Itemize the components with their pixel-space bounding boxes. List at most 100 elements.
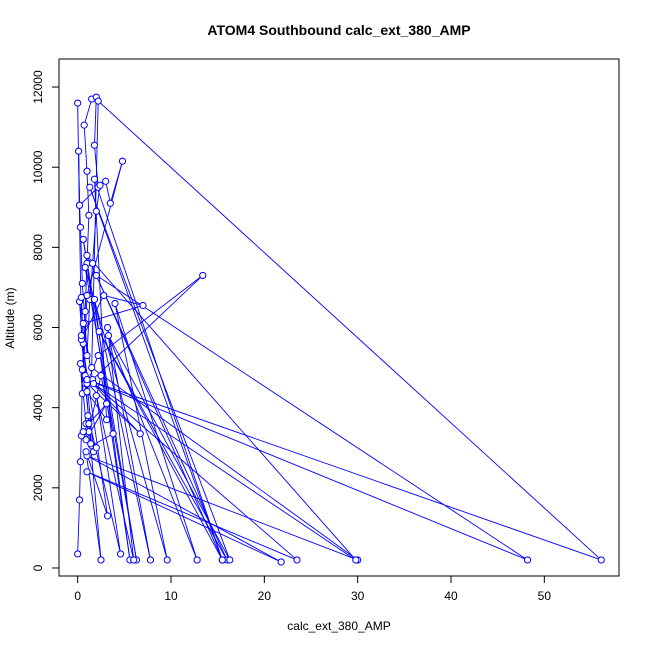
series-segment: [86, 171, 90, 216]
data-point: [75, 201, 84, 209]
series-segment: [93, 383, 298, 561]
data-point: [103, 400, 111, 408]
data-point: [87, 440, 95, 448]
y-tick-label: 2000: [31, 474, 45, 501]
series-segment: [79, 461, 81, 500]
data-point: [109, 430, 117, 438]
data-point: [104, 331, 113, 340]
data-point: [139, 301, 147, 310]
series-segment: [107, 327, 151, 561]
data-point: [74, 550, 82, 558]
data-point: [74, 99, 82, 107]
data-point: [92, 271, 100, 280]
series-segment: [81, 283, 86, 324]
series-segment: [86, 383, 141, 435]
series-segment: [114, 303, 198, 561]
y-tick-label: 6000: [31, 314, 45, 341]
data-point: [78, 279, 86, 288]
data-point: [94, 351, 102, 360]
series-segment: [94, 299, 151, 561]
y-tick-label: 8000: [31, 234, 45, 261]
data-point: [81, 263, 89, 272]
series-segment: [87, 415, 122, 555]
data-point: [103, 416, 111, 424]
data-point: [97, 556, 105, 564]
data-point: [90, 175, 99, 183]
data-point: [83, 376, 91, 384]
data-point: [293, 556, 301, 564]
series-segment: [108, 335, 231, 561]
series-segment: [96, 275, 528, 561]
series-segment: [83, 125, 88, 172]
series-segment: [89, 263, 94, 300]
series-segment: [80, 435, 82, 462]
data-point: [83, 351, 91, 360]
series-segment: [89, 187, 231, 561]
data-point: [90, 141, 99, 149]
series-segment: [86, 255, 228, 561]
data-point: [77, 293, 86, 302]
data-point: [85, 211, 93, 219]
data-point: [81, 307, 89, 316]
data-point: [352, 556, 360, 564]
series-segment: [107, 327, 135, 561]
data-point: [163, 556, 171, 564]
y-axis-label: Altitude (m): [3, 287, 17, 348]
data-point: [597, 556, 605, 564]
data-point: [77, 331, 86, 340]
data-point: [199, 271, 207, 280]
data-point: [100, 291, 108, 300]
series-segment: [80, 335, 108, 516]
data-point: [117, 550, 125, 558]
y-tick-label: 10000: [31, 150, 45, 184]
data-point: [86, 183, 94, 191]
series-segment: [88, 403, 107, 425]
data-point: [76, 458, 85, 466]
series-segment: [80, 227, 83, 284]
y-tick-label: 0: [31, 564, 45, 571]
x-tick-label: 30: [351, 589, 365, 603]
series-layer: [74, 93, 605, 566]
data-point: [83, 468, 91, 476]
series-segment: [86, 455, 282, 563]
data-point: [96, 181, 104, 189]
x-tick-label: 10: [164, 589, 178, 603]
data-point: [88, 363, 96, 372]
data-point: [146, 556, 155, 564]
data-point: [523, 556, 532, 564]
data-point: [79, 235, 87, 243]
data-point: [92, 444, 100, 452]
data-point: [82, 448, 90, 456]
series-segment: [82, 239, 131, 561]
x-axis: 0 10 20 30 40 50: [74, 575, 552, 603]
data-point: [76, 223, 85, 231]
data-point: [83, 388, 91, 396]
x-tick-label: 40: [444, 589, 458, 603]
series-segment: [97, 275, 204, 356]
data-point: [193, 556, 201, 564]
series-segment: [77, 499, 80, 554]
data-point: [97, 372, 105, 380]
series-segment: [92, 275, 204, 380]
data-point: [218, 556, 226, 564]
x-tick-label: 50: [538, 589, 552, 603]
series-segment: [86, 471, 298, 561]
series-segment: [84, 267, 168, 561]
x-tick-label: 20: [258, 589, 272, 603]
data-point: [84, 412, 92, 420]
series-segment: [86, 379, 602, 561]
series-segment: [105, 181, 111, 204]
data-point: [79, 319, 87, 328]
series-segment: [86, 379, 528, 561]
data-point: [102, 177, 110, 185]
series-segment: [95, 395, 135, 561]
series-segment: [95, 275, 223, 561]
series-segment: [97, 100, 602, 561]
data-point: [85, 420, 93, 428]
data-point: [95, 327, 103, 336]
data-point: [103, 323, 112, 332]
series-segment: [95, 395, 122, 555]
y-tick-label: 12000: [31, 70, 45, 104]
data-point: [89, 259, 97, 267]
